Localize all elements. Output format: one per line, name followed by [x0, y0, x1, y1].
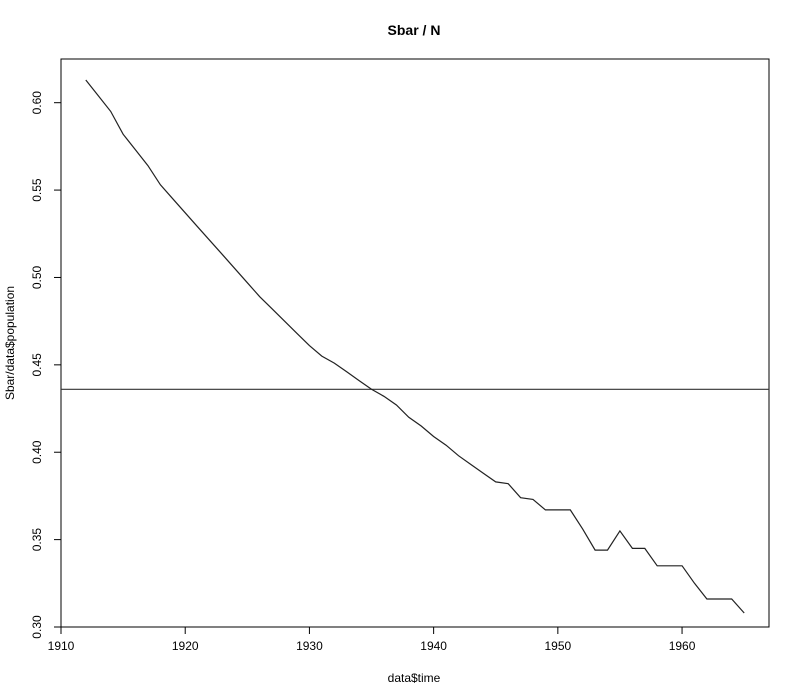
x-tick-label: 1960 [669, 639, 696, 653]
y-tick-label: 0.45 [30, 353, 44, 377]
x-tick-label: 1920 [172, 639, 199, 653]
plot-frame [60, 58, 770, 628]
x-axis: 1910 1920 1930 1940 1950 1960 [48, 627, 696, 653]
y-tick-label: 0.60 [30, 91, 44, 115]
x-axis-label: data$time [388, 671, 441, 685]
x-tick-label: 1910 [48, 639, 75, 653]
x-tick-label: 1940 [420, 639, 447, 653]
y-tick-label: 0.50 [30, 265, 44, 289]
x-tick-label: 1930 [296, 639, 323, 653]
y-axis: 0.30 0.35 0.40 0.45 0.50 0.55 0.60 [30, 91, 61, 639]
y-axis-label: Sbar/data$population [3, 286, 17, 400]
y-tick-label: 0.30 [30, 615, 44, 639]
y-tick-label: 0.35 [30, 528, 44, 552]
plot-content [61, 79, 769, 614]
y-tick-label: 0.55 [30, 178, 44, 202]
series-line [85, 79, 745, 614]
x-tick-label: 1950 [544, 639, 571, 653]
chart-title: Sbar / N [388, 22, 441, 38]
y-tick-label: 0.40 [30, 440, 44, 464]
